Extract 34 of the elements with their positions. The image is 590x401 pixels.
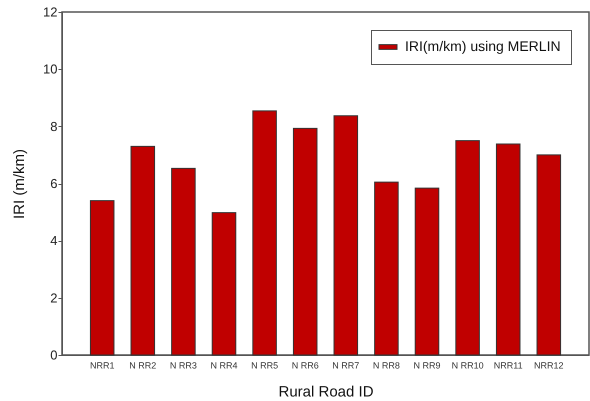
bar — [171, 168, 196, 356]
bar — [374, 182, 399, 356]
y-tick-label: 2 — [50, 290, 58, 306]
y-tick-label: 12 — [43, 4, 58, 20]
bar — [496, 144, 520, 356]
bar — [292, 128, 318, 356]
x-tick-label: N RR2 — [129, 360, 156, 370]
x-axis-title: Rural Road ID — [278, 384, 374, 400]
bar — [414, 188, 440, 356]
x-tick-label: N RR7 — [332, 360, 360, 370]
y-tick-label: 6 — [50, 176, 58, 191]
bar — [536, 154, 562, 356]
bar — [130, 146, 156, 356]
bar — [90, 200, 114, 356]
legend-label: IRI(m/km) using MERLIN — [405, 38, 561, 54]
x-tick-label: N RR8 — [372, 360, 400, 370]
x-tick-label: N RR3 — [170, 360, 197, 370]
y-tick-label: 10 — [43, 62, 58, 77]
x-tick-label: NRR11 — [494, 360, 523, 370]
x-tick-label: NRR1 — [90, 360, 114, 370]
y-axis-title: IRI (m/km) — [11, 149, 28, 219]
y-tick-label: 4 — [50, 233, 58, 248]
bar — [252, 110, 277, 356]
x-tick-label: N RR5 — [251, 360, 278, 370]
x-tick-label: N RR9 — [413, 360, 441, 370]
bar — [212, 212, 236, 356]
y-tick-label: 0 — [50, 348, 58, 362]
x-tick-label: N RR6 — [292, 360, 319, 370]
bar — [455, 140, 480, 356]
x-tick-label: NRR12 — [534, 360, 564, 370]
y-tick-label: 8 — [50, 118, 58, 134]
bar — [334, 115, 358, 356]
x-tick-label: N RR10 — [452, 360, 484, 370]
x-tick-label: N RR4 — [210, 360, 238, 370]
